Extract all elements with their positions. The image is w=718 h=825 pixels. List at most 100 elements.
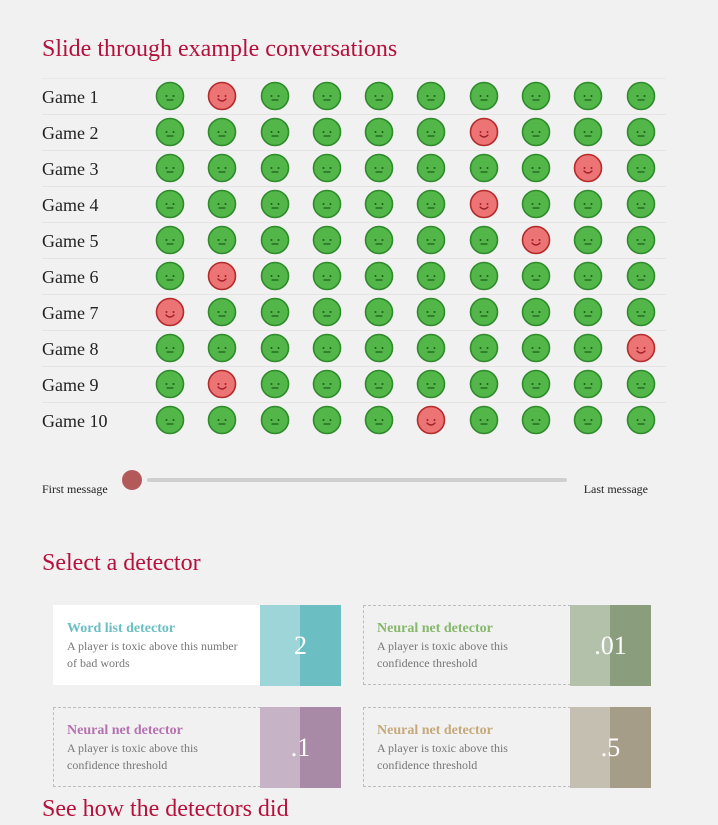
neutral-face-icon bbox=[260, 369, 290, 399]
neutral-face-icon bbox=[155, 225, 185, 255]
neutral-face-icon bbox=[416, 297, 446, 327]
neutral-face-icon bbox=[469, 369, 499, 399]
neutral-face-icon bbox=[207, 405, 237, 435]
neutral-face-icon bbox=[364, 405, 394, 435]
game-row: Game 5 bbox=[42, 222, 666, 258]
neutral-face-icon bbox=[364, 117, 394, 147]
neutral-face-icon bbox=[626, 81, 656, 111]
detector-desc: A player is toxic above this confidence … bbox=[67, 741, 198, 772]
neutral-face-icon bbox=[626, 117, 656, 147]
neutral-face-icon bbox=[312, 297, 342, 327]
detector-card-word-list[interactable]: Word list detector A player is toxic abo… bbox=[53, 605, 341, 686]
detector-title: Neural net detector bbox=[377, 621, 493, 636]
game-row: Game 10 bbox=[42, 402, 666, 438]
slider-track[interactable] bbox=[147, 478, 567, 482]
neutral-face-icon bbox=[207, 189, 237, 219]
toxic-face-icon bbox=[416, 405, 446, 435]
neutral-face-icon bbox=[364, 261, 394, 291]
toxic-face-icon bbox=[207, 369, 237, 399]
neutral-face-icon bbox=[312, 261, 342, 291]
neutral-face-icon bbox=[521, 261, 551, 291]
game-row: Game 2 bbox=[42, 114, 666, 150]
neutral-face-icon bbox=[469, 225, 499, 255]
game-row: Game 7 bbox=[42, 294, 666, 330]
toxic-face-icon bbox=[207, 81, 237, 111]
neutral-face-icon bbox=[626, 369, 656, 399]
detector-threshold-value: .01 bbox=[594, 630, 627, 660]
detector-threshold: .1 bbox=[260, 707, 341, 788]
neutral-face-icon bbox=[155, 81, 185, 111]
neutral-face-icon bbox=[312, 81, 342, 111]
neutral-face-icon bbox=[573, 81, 603, 111]
neutral-face-icon bbox=[573, 261, 603, 291]
neutral-face-icon bbox=[155, 117, 185, 147]
neutral-face-icon bbox=[364, 81, 394, 111]
slider-last-label: Last message bbox=[583, 482, 648, 496]
neutral-face-icon bbox=[573, 297, 603, 327]
results-section-title: See how the detectors did bbox=[42, 796, 289, 822]
neutral-face-icon bbox=[155, 405, 185, 435]
neutral-face-icon bbox=[207, 117, 237, 147]
slider-handle[interactable] bbox=[122, 470, 142, 490]
game-label: Game 10 bbox=[42, 411, 108, 431]
toxic-face-icon bbox=[469, 189, 499, 219]
neutral-face-icon bbox=[312, 225, 342, 255]
detector-card-neural-5[interactable]: Neural net detector A player is toxic ab… bbox=[363, 707, 651, 788]
neutral-face-icon bbox=[207, 153, 237, 183]
neutral-face-icon bbox=[521, 153, 551, 183]
neutral-face-icon bbox=[260, 297, 290, 327]
detector-threshold: 2 bbox=[260, 605, 341, 686]
neutral-face-icon bbox=[155, 333, 185, 363]
neutral-face-icon bbox=[416, 117, 446, 147]
neutral-face-icon bbox=[521, 405, 551, 435]
detector-threshold: .5 bbox=[570, 707, 651, 788]
neutral-face-icon bbox=[155, 369, 185, 399]
message-slider[interactable]: First message Last message bbox=[42, 468, 662, 498]
neutral-face-icon bbox=[626, 189, 656, 219]
game-label: Game 3 bbox=[42, 159, 99, 179]
neutral-face-icon bbox=[312, 117, 342, 147]
neutral-face-icon bbox=[469, 261, 499, 291]
neutral-face-icon bbox=[260, 225, 290, 255]
neutral-face-icon bbox=[155, 153, 185, 183]
neutral-face-icon bbox=[364, 333, 394, 363]
game-row: Game 9 bbox=[42, 366, 666, 402]
detector-card-neural-01[interactable]: Neural net detector A player is toxic ab… bbox=[363, 605, 651, 686]
neutral-face-icon bbox=[260, 81, 290, 111]
detector-title: Neural net detector bbox=[377, 723, 493, 738]
neutral-face-icon bbox=[626, 405, 656, 435]
neutral-face-icon bbox=[521, 189, 551, 219]
game-row: Game 1 bbox=[42, 78, 666, 114]
neutral-face-icon bbox=[469, 333, 499, 363]
neutral-face-icon bbox=[469, 297, 499, 327]
neutral-face-icon bbox=[626, 225, 656, 255]
neutral-face-icon bbox=[469, 81, 499, 111]
neutral-face-icon bbox=[521, 81, 551, 111]
neutral-face-icon bbox=[416, 333, 446, 363]
neutral-face-icon bbox=[364, 225, 394, 255]
neutral-face-icon bbox=[521, 297, 551, 327]
detector-threshold-value: .1 bbox=[290, 732, 311, 762]
neutral-face-icon bbox=[312, 369, 342, 399]
neutral-face-icon bbox=[626, 297, 656, 327]
conversation-grid: Game 1 Game 2 Game 3 Game 4 Game 5 Game 6 Game… bbox=[42, 78, 666, 438]
neutral-face-icon bbox=[260, 153, 290, 183]
toxic-face-icon bbox=[521, 225, 551, 255]
toxic-face-icon bbox=[469, 117, 499, 147]
detector-title: Neural net detector bbox=[67, 723, 183, 738]
game-row: Game 8 bbox=[42, 330, 666, 366]
neutral-face-icon bbox=[155, 189, 185, 219]
game-label: Game 9 bbox=[42, 375, 99, 395]
detector-desc: A player is toxic above this confidence … bbox=[377, 741, 508, 772]
game-label: Game 1 bbox=[42, 87, 99, 107]
neutral-face-icon bbox=[416, 261, 446, 291]
neutral-face-icon bbox=[364, 189, 394, 219]
neutral-face-icon bbox=[469, 153, 499, 183]
neutral-face-icon bbox=[416, 189, 446, 219]
neutral-face-icon bbox=[573, 369, 603, 399]
neutral-face-icon bbox=[312, 189, 342, 219]
neutral-face-icon bbox=[312, 153, 342, 183]
neutral-face-icon bbox=[364, 369, 394, 399]
detector-section-title: Select a detector bbox=[42, 550, 201, 576]
detector-card-neural-1[interactable]: Neural net detector A player is toxic ab… bbox=[53, 707, 341, 788]
